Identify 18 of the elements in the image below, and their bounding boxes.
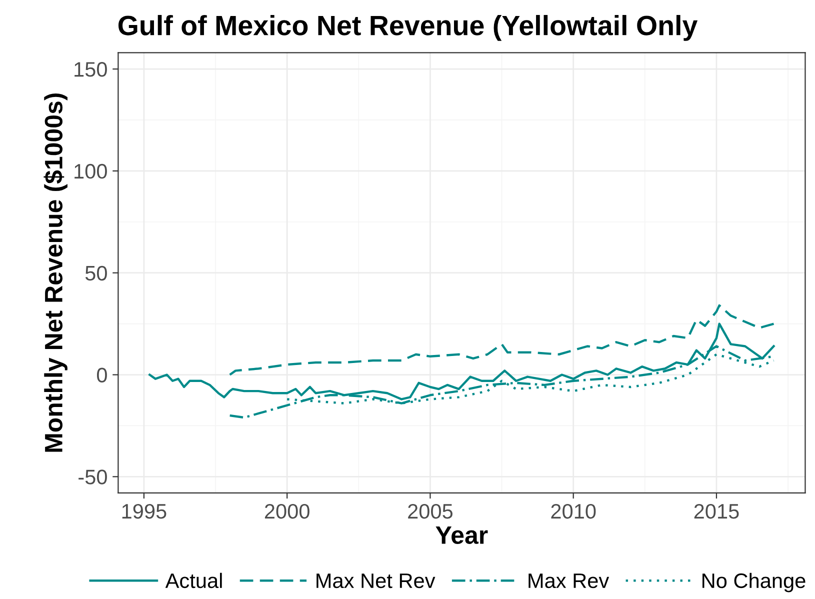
legend-label: Max Net Rev	[316, 574, 436, 588]
y-tick-label: 50	[85, 266, 107, 281]
x-tick-label: 2005	[408, 504, 453, 519]
y-tick-label: 100	[74, 164, 107, 179]
line-series	[228, 304, 775, 376]
y-axis-title: Monthly Net Revenue ($1000s)	[44, 93, 68, 452]
chart-title: Gulf of Mexico Net Revenue (Yellowtail Only	[118, 14, 698, 41]
x-tick-label: 2000	[264, 504, 310, 519]
x-tick-label: 1995	[122, 504, 166, 519]
y-tick-label: -50	[78, 470, 107, 484]
x-axis-title: Year	[436, 526, 488, 544]
x-tick-label: 2010	[551, 504, 596, 519]
legend-label: Actual	[165, 572, 222, 588]
legend-label: Max Rev	[528, 574, 610, 588]
y-tick-label: 0	[96, 368, 107, 383]
x-tick-label: 2015	[694, 504, 739, 519]
y-tick-label: 150	[74, 62, 107, 77]
legend-label: No Change	[702, 572, 806, 592]
